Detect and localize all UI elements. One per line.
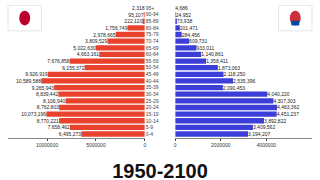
svg-text:4,451,237: 4,451,237 xyxy=(277,111,299,117)
svg-text:4,686: 4,686 xyxy=(175,5,188,11)
svg-text:6,155,372: 6,155,372 xyxy=(62,65,84,71)
svg-text:3,409,562: 3,409,562 xyxy=(253,124,275,130)
svg-text:40-44: 40-44 xyxy=(146,78,159,84)
svg-text:3,809,529: 3,809,529 xyxy=(85,38,107,44)
svg-text:10-14: 10-14 xyxy=(146,118,159,124)
svg-text:3,194,207: 3,194,207 xyxy=(248,131,270,137)
svg-text:2,318: 2,318 xyxy=(132,5,145,11)
svg-text:70-74: 70-74 xyxy=(146,38,159,44)
svg-text:50-54: 50-54 xyxy=(146,64,159,70)
svg-text:2000000: 2000000 xyxy=(211,142,231,148)
svg-text:3,892,822: 3,892,822 xyxy=(264,118,286,124)
svg-text:25-29: 25-29 xyxy=(146,98,159,104)
svg-text:933,011: 933,011 xyxy=(196,45,214,51)
svg-text:8,106,940: 8,106,940 xyxy=(43,98,65,104)
svg-text:2,118,250: 2,118,250 xyxy=(224,71,246,77)
svg-text:5,022,630: 5,022,630 xyxy=(73,45,95,51)
svg-text:95,107: 95,107 xyxy=(128,12,144,18)
svg-text:0: 0 xyxy=(174,142,177,148)
svg-text:55-59: 55-59 xyxy=(146,58,159,64)
svg-text:10,589,588: 10,589,588 xyxy=(16,78,41,84)
svg-text:90-94: 90-94 xyxy=(146,11,159,17)
svg-text:2,090,453: 2,090,453 xyxy=(223,85,245,91)
svg-text:95+: 95+ xyxy=(146,5,155,11)
svg-text:2,978,665: 2,978,665 xyxy=(93,32,115,38)
svg-text:1,140,861: 1,140,861 xyxy=(201,51,223,57)
svg-text:0: 0 xyxy=(143,142,146,148)
svg-text:1,756,749: 1,756,749 xyxy=(105,25,127,31)
svg-text:15-19: 15-19 xyxy=(146,111,159,117)
svg-text:201,471: 201,471 xyxy=(180,25,198,31)
svg-text:4,663,161: 4,663,161 xyxy=(77,51,99,57)
svg-text:7,658,462: 7,658,462 xyxy=(48,124,70,130)
svg-text:4,307,303: 4,307,303 xyxy=(273,98,295,104)
svg-text:73,938: 73,938 xyxy=(177,18,193,24)
svg-text:85-89: 85-89 xyxy=(146,18,159,24)
svg-text:8,839,442: 8,839,442 xyxy=(36,91,58,97)
svg-text:1,873,063: 1,873,063 xyxy=(218,65,240,71)
svg-text:1950-2100: 1950-2100 xyxy=(112,160,208,180)
svg-text:45-49: 45-49 xyxy=(146,71,159,77)
svg-text:9,265,943: 9,265,943 xyxy=(32,85,54,91)
svg-text:65-69: 65-69 xyxy=(146,45,159,51)
svg-text:4000000: 4000000 xyxy=(257,142,277,148)
svg-text:4,040,220: 4,040,220 xyxy=(267,91,289,97)
svg-text:4,463,362: 4,463,362 xyxy=(277,104,299,110)
svg-text:284,456: 284,456 xyxy=(182,32,200,38)
svg-text:10,073,196: 10,073,196 xyxy=(21,111,46,117)
svg-text:8,762,803: 8,762,803 xyxy=(37,104,59,110)
svg-text:24,952: 24,952 xyxy=(176,12,192,18)
svg-text:609,731: 609,731 xyxy=(189,38,207,44)
svg-text:10000000: 10000000 xyxy=(36,142,58,148)
svg-text:7,676,858: 7,676,858 xyxy=(47,58,69,64)
svg-text:35-39: 35-39 xyxy=(146,84,159,90)
svg-text:8,770,221: 8,770,221 xyxy=(37,118,59,124)
svg-text:0-4: 0-4 xyxy=(146,131,153,137)
svg-text:60-64: 60-64 xyxy=(146,51,159,57)
svg-text:5000000: 5000000 xyxy=(86,142,106,148)
svg-text:2,535,396: 2,535,396 xyxy=(233,78,255,84)
svg-text:6,495,273: 6,495,273 xyxy=(59,131,81,137)
svg-text:20-24: 20-24 xyxy=(146,104,159,110)
svg-text:5-9: 5-9 xyxy=(146,124,153,130)
svg-text:222,120: 222,120 xyxy=(124,18,142,24)
svg-text:75-79: 75-79 xyxy=(146,31,159,37)
svg-text:30-34: 30-34 xyxy=(146,91,159,97)
svg-text:80-84: 80-84 xyxy=(146,25,159,31)
svg-text:1,358,411: 1,358,411 xyxy=(206,58,228,64)
svg-text:9,926,919: 9,926,919 xyxy=(25,71,47,77)
